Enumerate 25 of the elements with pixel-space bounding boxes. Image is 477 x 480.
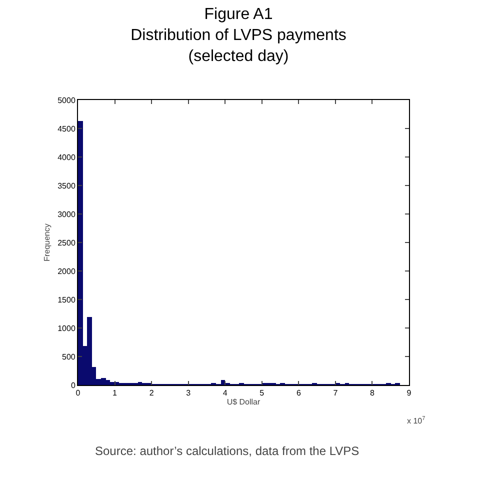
- x-tick-label: 6: [296, 388, 302, 398]
- text: x 10$^{7}$: [407, 416, 426, 426]
- x-tick-label: 9: [406, 388, 412, 398]
- x-tick-label: 5: [260, 388, 265, 398]
- x-tick-label: 4: [222, 388, 228, 398]
- y-tick-label: 1500: [58, 295, 76, 304]
- y-tick-label: 3500: [58, 181, 76, 190]
- y-tick-label: 1000: [58, 324, 76, 333]
- y-tick-label: 2000: [58, 266, 76, 276]
- x-tick-label: 3: [186, 388, 192, 398]
- y-tick-label: 3000: [58, 210, 76, 219]
- x-tick-label: 2: [149, 388, 154, 398]
- x-axis-title: U$ Dollar: [226, 398, 261, 407]
- y-tick-label: 4000: [58, 152, 76, 162]
- y-tick-label: 2500: [58, 238, 76, 248]
- y-tick-label: 5000: [58, 96, 76, 105]
- x-tick-label: 7: [333, 388, 338, 398]
- chart-title: Figure A1 Distribution of LVPS payments (selected day): [130, 6, 346, 65]
- y-tick-label: 500: [62, 352, 76, 362]
- source-note: Source: author’s calculations, data from the LVPS: [95, 444, 360, 458]
- y-axis-title: Frequency: [42, 224, 52, 262]
- x-tick-label: 8: [370, 388, 375, 398]
- y-tick-label: 0: [70, 380, 76, 390]
- x-tick-label: 1: [112, 388, 118, 398]
- y-tick-label: 4500: [58, 124, 76, 134]
